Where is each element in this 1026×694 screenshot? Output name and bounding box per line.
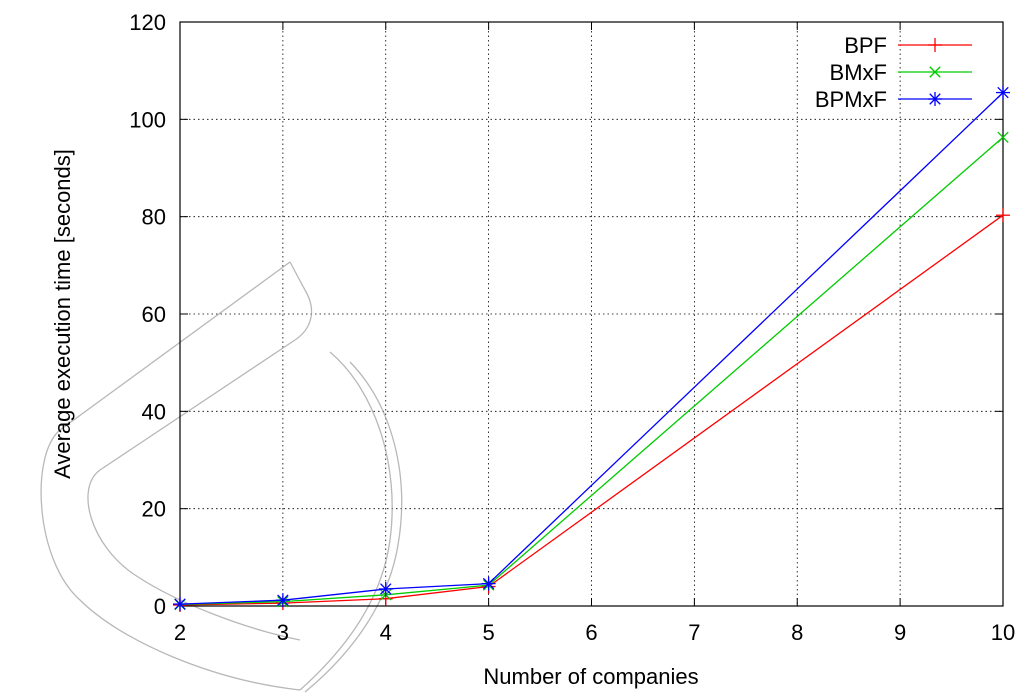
x-tick-label: 8 bbox=[791, 620, 803, 645]
y-tick-label: 40 bbox=[142, 399, 166, 424]
x-tick-label: 4 bbox=[380, 620, 392, 645]
legend-label: BPMxF bbox=[815, 87, 887, 112]
x-tick-label: 3 bbox=[277, 620, 289, 645]
x-tick-label: 5 bbox=[483, 620, 495, 645]
x-tick-label: 2 bbox=[174, 620, 186, 645]
series-lines bbox=[173, 85, 1010, 613]
x-tick-label: 10 bbox=[991, 620, 1015, 645]
y-tick-label: 60 bbox=[142, 302, 166, 327]
y-tick-label: 120 bbox=[129, 10, 166, 35]
legend-marker bbox=[929, 66, 941, 78]
y-tick-label: 20 bbox=[142, 497, 166, 522]
data-point bbox=[996, 85, 1010, 100]
x-axis-label: Number of companies bbox=[483, 664, 698, 689]
legend-label: BPF bbox=[844, 33, 887, 58]
legend-marker bbox=[928, 92, 942, 106]
y-tick-label: 100 bbox=[129, 107, 166, 132]
y-tick-label: 0 bbox=[154, 594, 166, 619]
data-point bbox=[996, 208, 1010, 223]
y-tick-label: 80 bbox=[142, 205, 166, 230]
data-point bbox=[481, 576, 496, 591]
x-tick-label: 7 bbox=[688, 620, 700, 645]
data-point bbox=[275, 593, 290, 608]
data-point bbox=[997, 131, 1009, 144]
legend-label: BMxF bbox=[830, 60, 887, 85]
series-bmxf bbox=[174, 131, 1009, 611]
watermark-logo bbox=[40, 261, 403, 693]
y-axis-label: Average execution time [seconds] bbox=[50, 149, 75, 479]
series-bpmxf bbox=[173, 85, 1010, 612]
x-tick-label: 6 bbox=[585, 620, 597, 645]
grid bbox=[180, 22, 1003, 606]
data-point bbox=[173, 597, 187, 612]
x-tick-label: 9 bbox=[894, 620, 906, 645]
legend-marker bbox=[928, 38, 942, 52]
data-point bbox=[378, 581, 393, 596]
